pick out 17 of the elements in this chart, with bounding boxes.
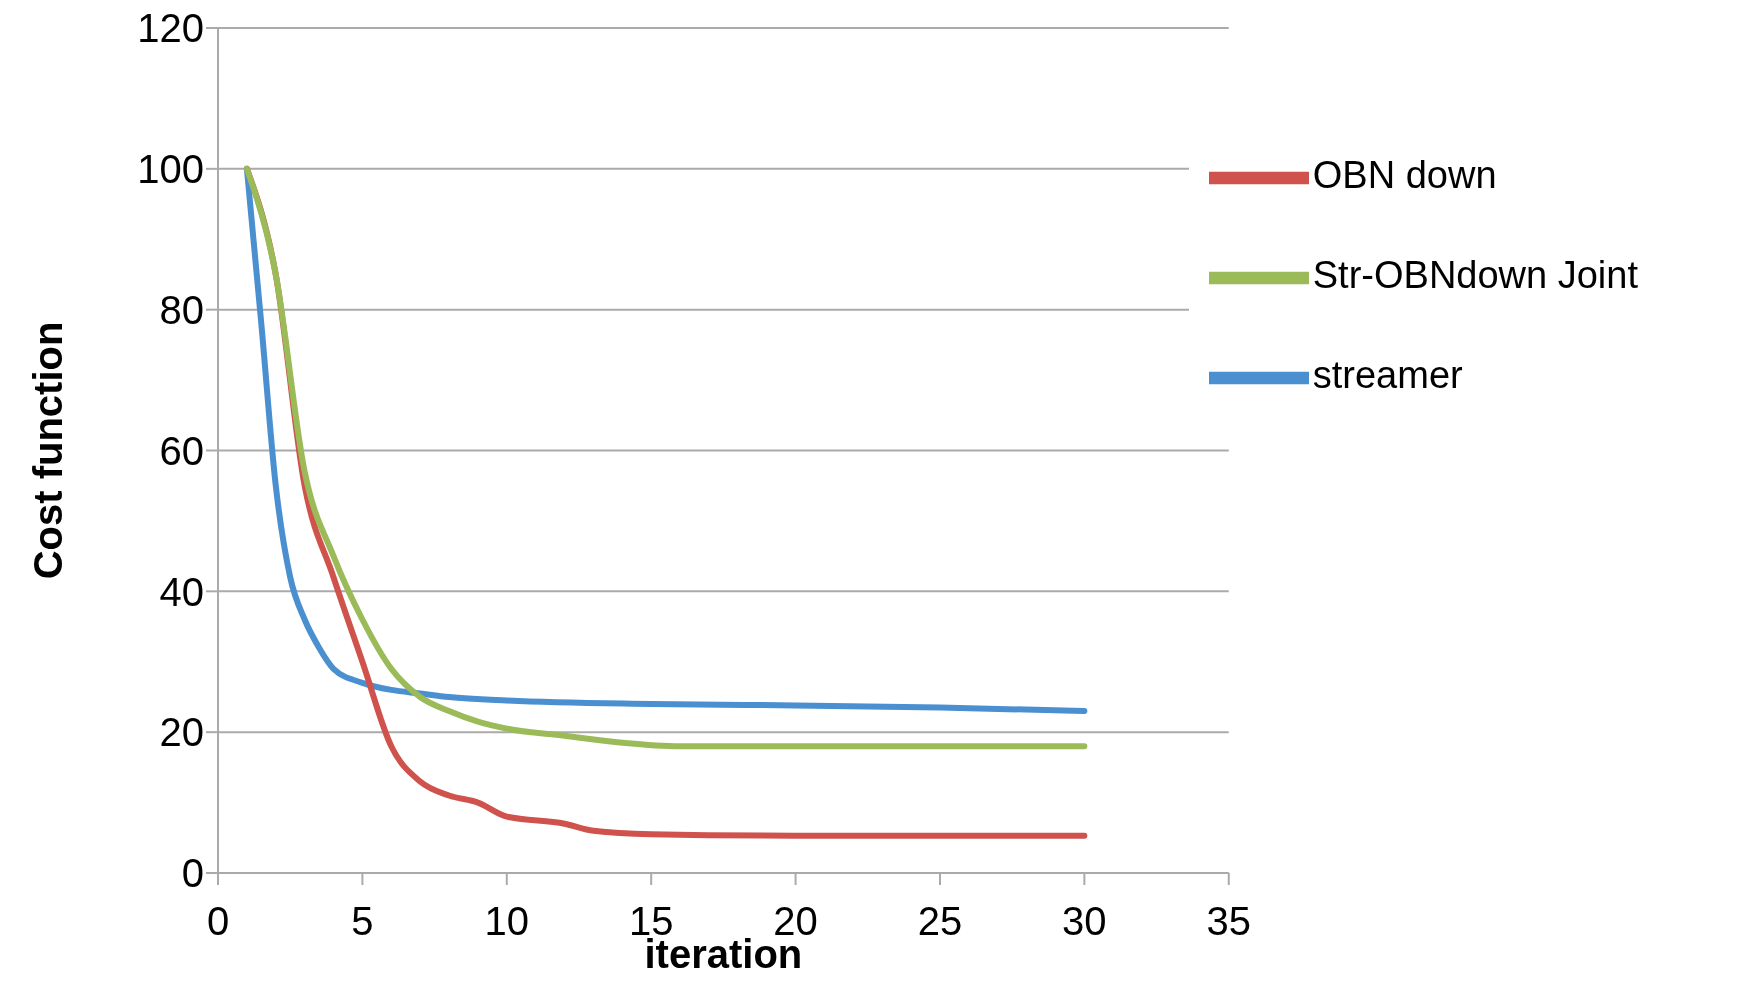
y-tick-label: 100 [137,147,204,192]
legend-label: streamer [1312,354,1463,397]
legend-label: Str-OBNdown Joint [1312,254,1638,297]
x-tick-label: 30 [1062,899,1107,944]
x-tick-label: 20 [773,899,818,944]
x-tick-label: 5 [351,899,374,944]
y-tick-label: 40 [159,569,204,614]
y-tick-label: 60 [159,428,204,473]
y-tick-label: 120 [137,6,204,51]
x-tick-label: 10 [484,899,530,944]
y-tick-label: 80 [159,287,204,332]
y-tick-label: 20 [159,710,204,755]
x-tick-label: 25 [917,899,963,944]
x-tick-label: 35 [1206,899,1252,944]
y-tick-label: 0 [181,851,204,896]
y-axis-title: Cost function [26,321,71,580]
legend-label: OBN down [1312,154,1497,197]
